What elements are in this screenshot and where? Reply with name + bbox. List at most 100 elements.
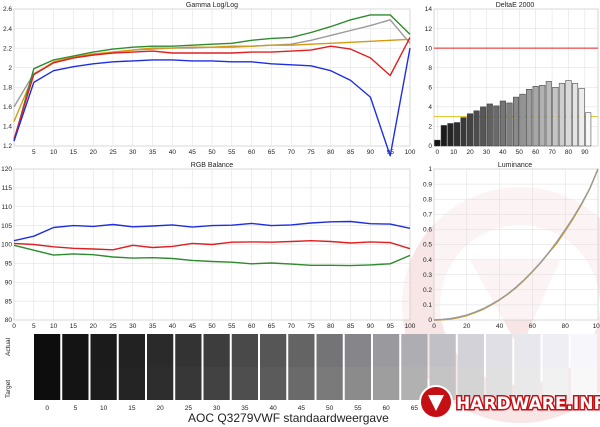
x-tick-label: 20 [90,323,98,330]
deltae-bar [519,93,526,147]
swatch-target [118,367,145,400]
swatch-actual [486,334,513,367]
swatch-actual [231,334,258,367]
swatch-target [203,367,230,400]
swatch-target [316,367,343,400]
swatch-actual [34,334,61,367]
figure-caption: AOC Q3279VWF standaardweergave [188,411,389,425]
series-line-green [13,14,411,142]
y-tick-label: 0.1 [423,302,432,309]
row-label-target: Target [5,380,12,398]
x-tick-label: 80 [327,323,335,330]
y-tick-label: 115 [2,185,13,192]
x-tick-label: 20 [466,149,474,156]
swatch-target [344,367,371,400]
swatch-actual [429,334,456,367]
swatch-label: 30 [213,405,221,412]
swatch-target [175,367,202,400]
swatch-label: 15 [128,405,136,412]
x-tick-label: 40 [169,323,177,330]
swatch-target [147,367,174,400]
y-tick-label: 0.3 [423,272,432,279]
x-tick-label: 85 [347,149,355,156]
swatch-actual [542,334,569,367]
deltae-bar [585,112,592,147]
swatch-target [373,367,400,400]
x-tick-label: 15 [70,149,78,156]
swatch-label: 60 [383,405,391,412]
swatch-label: 40 [270,405,278,412]
y-tick-label: 0.2 [423,287,432,294]
deltae-bar [480,106,487,147]
deltae-bar [526,88,533,147]
deltae-bar [532,86,539,147]
y-tick-label: 100 [1,242,12,249]
y-tick-label: 0.4 [423,257,432,264]
chart-title: Gamma Log/Log [186,2,238,9]
swatch-actual [316,334,343,367]
y-tick-label: 1.2 [3,143,12,150]
x-tick-label: 0 [435,149,439,156]
deltae-bar [539,85,546,147]
x-tick-label: 5 [32,149,36,156]
x-tick-label: 50 [208,323,216,330]
y-tick-label: 0.8 [423,196,432,203]
x-tick-label: 95 [387,323,395,330]
y-tick-label: 0.6 [423,227,432,234]
deltae-bar [512,96,520,147]
y-tick-label: 2.6 [3,6,12,13]
x-tick-label: 25 [109,323,117,330]
y-tick-label: 2 [8,65,12,72]
x-tick-label: 100 [405,149,416,156]
y-tick-label: 2.4 [3,26,12,33]
swatch-actual [457,334,484,367]
x-tick-label: 75 [307,149,315,156]
x-tick-label: 0 [12,323,16,330]
y-tick-label: 1 [428,166,432,173]
y-tick-label: 85 [5,298,13,305]
y-tick-label: 90 [5,279,13,286]
y-tick-label: 0 [428,143,432,150]
swatch-target [62,367,89,400]
luminance-chart: Luminance 0 0.1 0.2 0.3 0.4 0.5 0.6 0.7 0.8 0.9 1 0 2… [423,162,600,330]
x-tick-label: 45 [189,323,197,330]
series-line-green [13,244,411,267]
y-tick-label: 80 [5,317,13,324]
deltae-bar [473,110,480,147]
swatch-target [514,367,541,400]
x-tick-label: 30 [483,149,491,156]
deltae-bar [565,80,572,147]
y-tick-label: 1.6 [3,104,12,111]
rgb-balance-chart: RGB Balance 80 85 90 95 100 105 110 115 120 0 5 10 15… [1,162,416,330]
deltae-bar [558,83,565,147]
deltae-bar [572,83,579,147]
deltae-bar [578,88,585,147]
swatch-target [260,367,287,400]
y-tick-label: 2 [428,124,432,131]
deltae-bar [506,102,513,147]
swatch-label: 45 [298,405,306,412]
swatch-actual [514,334,541,367]
series-line-blue [13,47,411,157]
x-tick-label: 70 [288,149,296,156]
deltae-bar [460,117,467,147]
series-line-measured [433,168,599,321]
y-tick-label: 95 [5,261,13,268]
x-tick-label: 100 [593,323,600,330]
gamma-chart: Gamma Log/Log 1.2 1.4 1.6 1.8 2 2.2 2.4 2.6 5 10 15… [3,2,416,157]
x-tick-label: 20 [90,149,98,156]
deltae-bar [552,87,559,147]
x-tick-label: 40 [169,149,177,156]
chart-title: RGB Balance [191,162,234,169]
x-tick-label: 100 [405,323,416,330]
x-tick-label: 90 [367,323,375,330]
y-tick-label: 14 [425,6,433,13]
x-tick-label: 60 [532,149,540,156]
x-tick-label: 25 [109,149,117,156]
swatch-target [486,367,513,400]
y-tick-label: 1.4 [3,124,12,131]
swatch-target [34,367,61,400]
swatch-actual [288,334,315,367]
swatch-label: 65 [411,405,419,412]
swatch-target [457,367,484,400]
